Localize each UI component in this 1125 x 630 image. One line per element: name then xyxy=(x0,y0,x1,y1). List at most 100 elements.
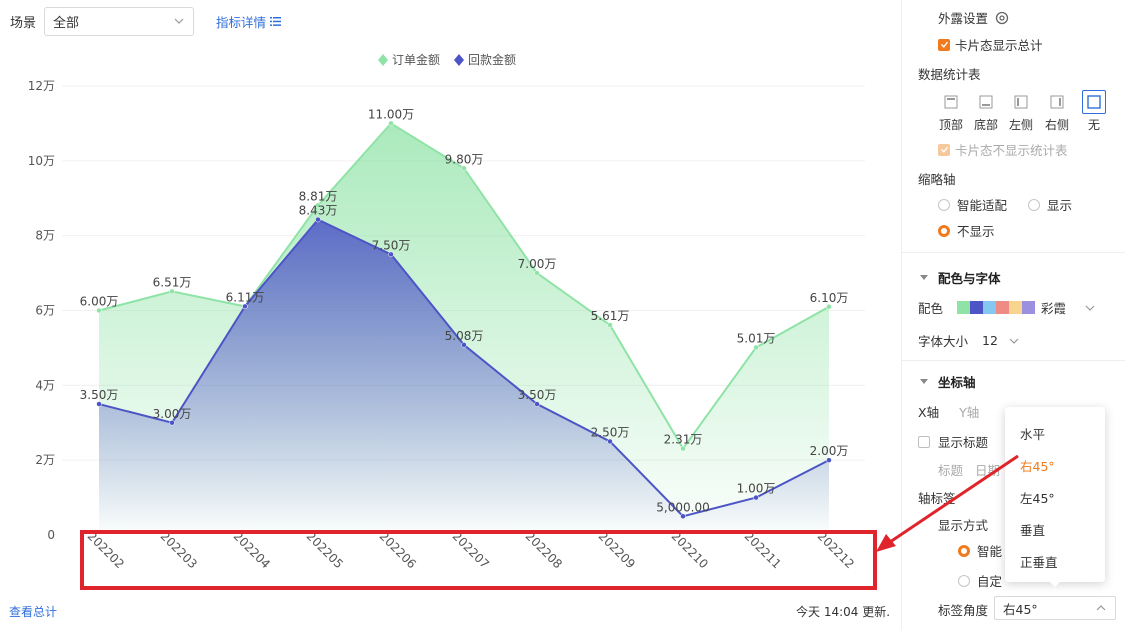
data-label: 2.31万 xyxy=(664,433,703,447)
data-label: 6.51万 xyxy=(153,275,192,289)
card-hide-table-label: 卡片态不显示统计表 xyxy=(955,143,1068,158)
card-show-total-row[interactable]: 卡片态显示总计 xyxy=(938,35,1043,54)
legend-label: 回款金额 xyxy=(468,52,516,67)
font-size-row[interactable]: 字体大小 12 xyxy=(918,331,1020,350)
y-tick-label: 10万 xyxy=(28,154,55,168)
annotation-arrow xyxy=(876,454,1019,552)
palette-swatches[interactable] xyxy=(957,301,1036,314)
data-point xyxy=(169,420,175,426)
data-point xyxy=(607,438,613,445)
palette-swatch xyxy=(996,301,1010,314)
card-show-total-checkbox[interactable] xyxy=(938,38,950,51)
smart-fit-radio[interactable] xyxy=(938,198,950,211)
data-label: 5.61万 xyxy=(591,309,630,323)
exposure-settings[interactable]: 外露设置 xyxy=(938,8,1010,27)
metric-detail-label: 指标详情 xyxy=(216,14,267,30)
position-bottom-label: 底部 xyxy=(973,118,998,132)
color-font-section[interactable]: 配色与字体 xyxy=(918,268,1001,287)
data-label: 2.00万 xyxy=(810,444,849,458)
card-hide-table-row[interactable]: 卡片态不显示统计表 xyxy=(938,140,1068,159)
show-label: 显示 xyxy=(1047,198,1073,213)
position-bottom-option[interactable]: 底部 xyxy=(969,90,1003,133)
data-point xyxy=(96,401,102,407)
series-area xyxy=(99,219,829,535)
smart-fit-radio-row[interactable]: 智能适配 xyxy=(938,195,1007,214)
legend-marker xyxy=(378,54,388,66)
data-point xyxy=(388,251,394,258)
dropdown-option-left45[interactable]: 左45° xyxy=(1020,491,1055,506)
palette-swatch xyxy=(983,301,997,314)
thumbnail-axis-title: 缩略轴 xyxy=(918,172,956,187)
label-angle-select[interactable]: 右45° xyxy=(994,596,1116,620)
data-point xyxy=(315,216,321,223)
position-top-option[interactable]: 顶部 xyxy=(934,90,968,133)
position-right-option[interactable]: 右侧 xyxy=(1040,90,1074,133)
label-angle-value: 右45° xyxy=(1003,601,1038,617)
position-bottom-icon xyxy=(979,95,993,109)
palette-row[interactable]: 配色 彩霞 xyxy=(918,298,1096,317)
view-total-link[interactable]: 查看总计 xyxy=(9,605,58,619)
hide-radio-row[interactable]: 不显示 xyxy=(938,221,995,240)
data-label: 9.80万 xyxy=(445,152,484,166)
data-point xyxy=(826,304,832,310)
data-label: 6.00万 xyxy=(80,295,119,309)
dropdown-option-right45[interactable]: 右45° xyxy=(1020,459,1055,474)
axis-tabs: X轴 Y轴 xyxy=(918,402,979,421)
data-label: 11.00万 xyxy=(368,107,414,121)
smart-mode-radio[interactable] xyxy=(958,544,970,557)
position-none-option[interactable]: 无 xyxy=(1077,90,1111,133)
data-point xyxy=(388,120,394,127)
data-label: 1.00万 xyxy=(737,482,776,496)
label-angle-dropdown: 水平 右45° 左45° 垂直 正垂直 xyxy=(1005,407,1105,582)
smart-mode-label: 智能 xyxy=(977,544,1003,559)
data-point xyxy=(461,342,467,348)
y-tick-label: 0 xyxy=(47,528,55,542)
chevron-down-icon[interactable] xyxy=(1084,302,1096,314)
palette-swatch xyxy=(1022,301,1036,314)
font-size-value[interactable]: 12 xyxy=(982,333,998,348)
custom-mode-row[interactable]: 自定 xyxy=(958,571,1002,590)
show-title-checkbox[interactable] xyxy=(918,435,930,448)
update-time: 今天 14:04 更新. xyxy=(796,605,891,619)
display-mode-title: 显示方式 xyxy=(938,518,989,533)
tab-x-axis[interactable]: X轴 xyxy=(918,405,940,420)
card-show-total-label: 卡片态显示总计 xyxy=(955,38,1043,53)
position-none-icon xyxy=(1087,95,1101,109)
show-radio[interactable] xyxy=(1028,198,1040,211)
dropdown-option-upright-vertical[interactable]: 正垂直 xyxy=(1020,555,1058,570)
axis-section[interactable]: 坐标轴 xyxy=(918,372,976,391)
show-title-row[interactable]: 显示标题 xyxy=(918,432,988,451)
data-point xyxy=(534,401,540,407)
position-none-label: 无 xyxy=(1087,118,1100,132)
card-hide-table-checkbox[interactable] xyxy=(938,143,950,156)
data-point xyxy=(242,303,248,310)
axis-label-title: 轴标签 xyxy=(918,491,956,506)
dropdown-option-vertical[interactable]: 垂直 xyxy=(1020,523,1046,538)
metric-detail-link[interactable]: 指标详情 xyxy=(216,12,282,31)
custom-mode-radio[interactable] xyxy=(958,574,970,587)
data-point xyxy=(753,494,759,501)
data-label: 3.50万 xyxy=(80,388,119,402)
palette-swatch xyxy=(1009,301,1023,314)
data-point xyxy=(534,270,540,276)
tab-y-axis[interactable]: Y轴 xyxy=(959,405,980,420)
position-left-option[interactable]: 左侧 xyxy=(1004,90,1038,133)
y-tick-label: 8万 xyxy=(35,229,55,243)
divider xyxy=(902,360,1125,361)
data-label: 6.10万 xyxy=(810,291,849,305)
chevron-down-icon[interactable] xyxy=(1008,335,1020,347)
scene-select[interactable]: 全部 xyxy=(44,6,195,36)
data-point xyxy=(315,202,321,209)
hide-radio[interactable] xyxy=(938,224,950,237)
data-point xyxy=(96,307,102,314)
smart-mode-row[interactable]: 智能 xyxy=(958,541,1002,560)
gear-icon[interactable] xyxy=(994,10,1010,26)
scene-label: 场景 xyxy=(10,15,37,31)
axis-section-title: 坐标轴 xyxy=(938,375,976,390)
title-date-row: 标题 日期 xyxy=(938,460,1000,479)
hide-label: 不显示 xyxy=(957,224,995,239)
show-radio-row[interactable]: 显示 xyxy=(1028,195,1072,214)
data-label: 7.00万 xyxy=(518,257,557,271)
data-point xyxy=(461,165,467,172)
dropdown-option-horizontal[interactable]: 水平 xyxy=(1020,427,1046,442)
